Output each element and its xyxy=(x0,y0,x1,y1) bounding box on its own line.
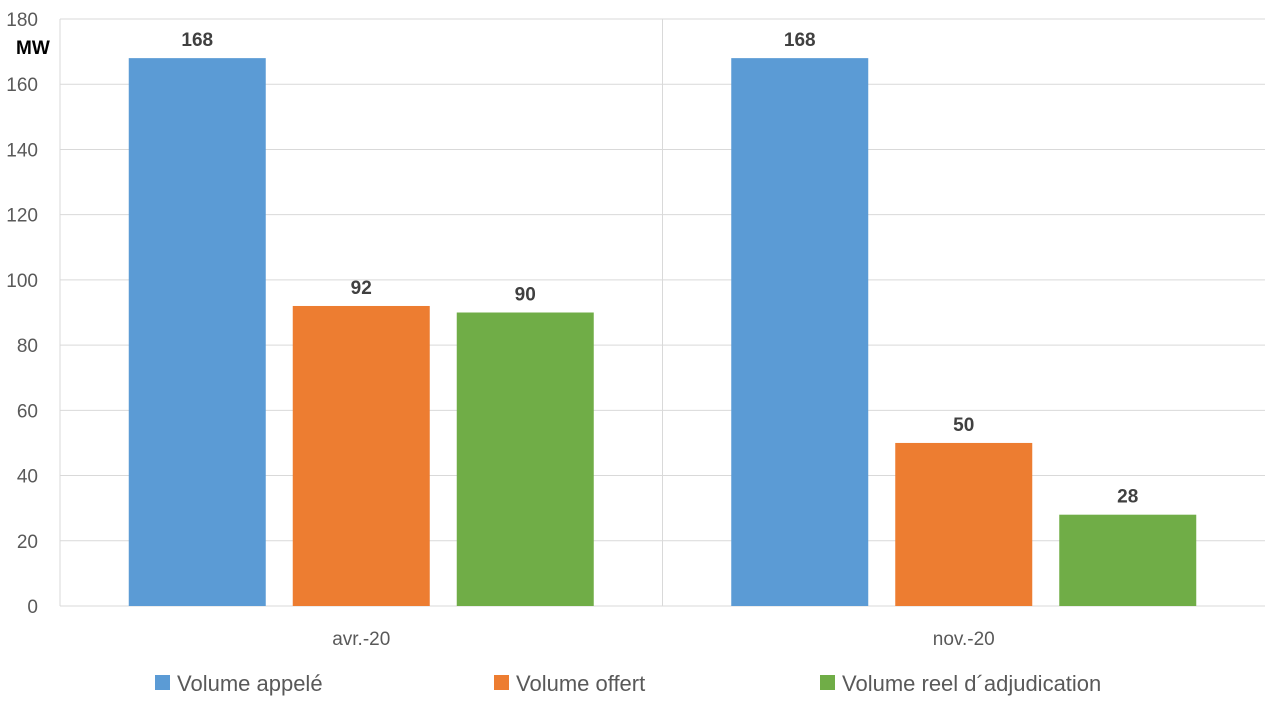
y-axis-label: MW xyxy=(16,38,50,59)
bar xyxy=(292,305,430,606)
y-tick-label: 40 xyxy=(17,467,38,488)
legend-swatch xyxy=(820,675,835,690)
y-tick-label: 60 xyxy=(17,401,38,422)
data-label: 168 xyxy=(181,30,213,51)
y-tick-label: 120 xyxy=(6,206,38,227)
data-label: 168 xyxy=(784,30,816,51)
bar xyxy=(1059,514,1197,606)
bar xyxy=(456,312,594,606)
x-tick-label: nov.-20 xyxy=(933,629,995,650)
y-tick-label: 20 xyxy=(17,532,38,553)
data-label: 50 xyxy=(953,415,974,436)
x-tick-label: avr.-20 xyxy=(332,629,390,650)
legend-entry: Volume reel d´adjudication xyxy=(842,671,1101,696)
y-tick-label: 0 xyxy=(27,597,38,618)
y-tick-label: 180 xyxy=(6,10,38,31)
data-label: 28 xyxy=(1117,487,1138,508)
bar xyxy=(895,442,1033,606)
bar xyxy=(731,58,869,606)
y-tick-label: 80 xyxy=(17,336,38,357)
data-label: 90 xyxy=(515,285,536,306)
legend-swatch xyxy=(494,675,509,690)
legend-entry: Volume appelé xyxy=(177,671,323,696)
y-tick-label: 140 xyxy=(6,140,38,161)
bar xyxy=(128,58,266,606)
y-tick-label: 100 xyxy=(6,271,38,292)
legend-entry: Volume offert xyxy=(516,671,645,696)
legend-swatch xyxy=(155,675,170,690)
y-tick-label: 160 xyxy=(6,75,38,96)
data-label: 92 xyxy=(351,278,372,299)
